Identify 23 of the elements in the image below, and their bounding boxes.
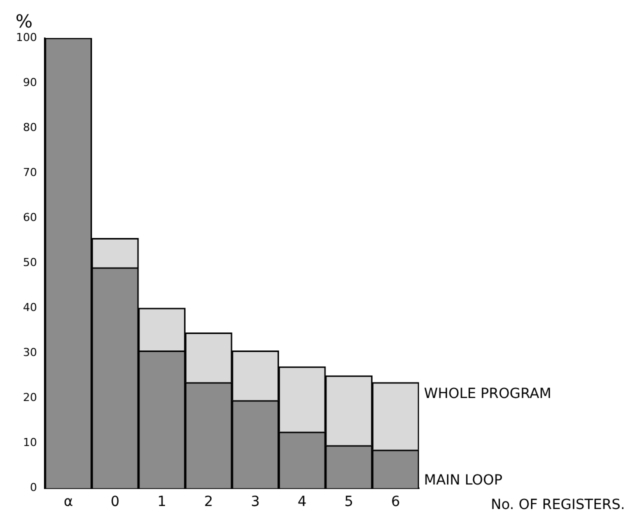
- x-tick-label: α: [64, 494, 73, 510]
- y-tick-label: 40: [22, 300, 37, 314]
- y-tick-label: 100: [16, 30, 37, 44]
- y-axis-title: %: [15, 12, 33, 33]
- y-tick-label: 20: [22, 391, 37, 404]
- y-tick-label: 80: [22, 120, 37, 134]
- y-tick-label: 30: [22, 346, 37, 359]
- x-tick-label: 6: [391, 494, 400, 510]
- y-tick-label: 0: [30, 481, 37, 494]
- text: No. OF REGISTERS.: [490, 496, 625, 513]
- y-tick-label: 90: [22, 76, 37, 89]
- series-label: MAIN LOOP: [424, 472, 502, 489]
- x-tick-label: 5: [344, 494, 354, 510]
- y-tick-label: 10: [22, 436, 37, 450]
- x-tick-label: 2: [204, 494, 214, 510]
- series-label: WHOLE PROGRAM: [424, 386, 552, 402]
- x-tick-label: 0: [110, 494, 120, 510]
- x-tick-label: 1: [157, 494, 166, 510]
- y-tick-label: 50: [22, 256, 37, 269]
- y-tick-label: 60: [22, 210, 37, 224]
- x-tick-label: 3: [250, 494, 260, 510]
- x-tick-label: 4: [298, 494, 307, 510]
- y-tick-label: 70: [22, 166, 37, 179]
